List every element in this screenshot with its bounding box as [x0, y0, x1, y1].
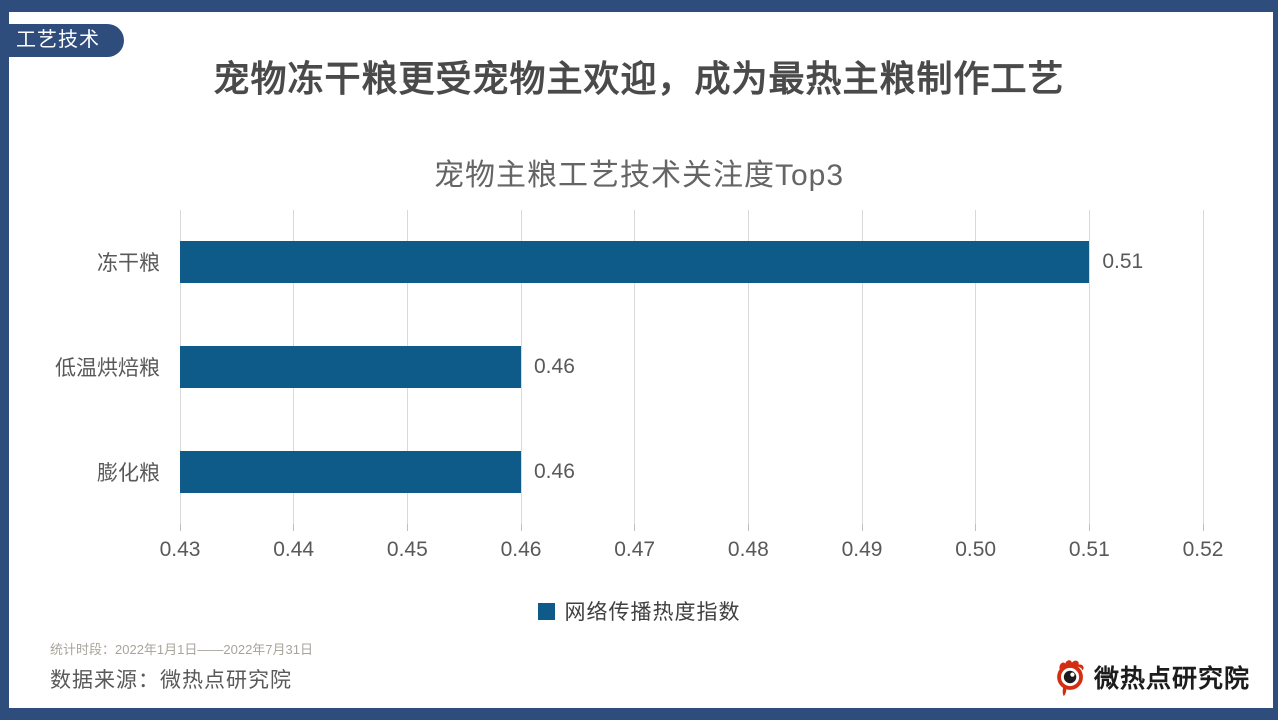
x-axis-tick: [179, 524, 181, 531]
gridline: [1202, 210, 1204, 524]
category-label: 冻干粮: [97, 252, 160, 276]
bar-膨化粮: [180, 450, 521, 493]
category-label: 膨化粮: [97, 461, 160, 485]
brand-logo-text: 微热点研究院: [1093, 665, 1250, 693]
x-axis-tick-label: 0.50: [955, 538, 997, 561]
chart-title: 宠物主粮工艺技术关注度Top3: [433, 159, 845, 192]
gridline: [1088, 210, 1090, 524]
x-axis-tick-label: 0.44: [273, 538, 315, 561]
x-axis-tick: [406, 524, 408, 531]
sina-eye-icon: [1050, 656, 1092, 698]
legend-label: 网络传播热度指数: [564, 601, 741, 624]
bar-低温烘焙粮: [180, 346, 521, 388]
stat-period-text: 统计时段：2022年1月1日——2022年7月31日: [50, 642, 313, 657]
x-axis-tick: [975, 524, 977, 531]
chart-legend: 网络传播热度指数: [0, 596, 1278, 626]
section-badge: 工艺技术: [0, 24, 124, 57]
x-axis-tick: [861, 524, 863, 531]
gridline: [634, 210, 636, 524]
x-axis-tick: [1202, 524, 1204, 531]
category-label: 低温烘焙粮: [55, 357, 160, 380]
frame-border-left: [0, 0, 9, 720]
frame-border-bottom: [0, 708, 1278, 720]
gridline: [747, 210, 749, 524]
x-axis-tick: [747, 524, 749, 531]
frame-border-top: [0, 0, 1278, 12]
gridline: [861, 210, 863, 524]
x-axis-tick: [293, 524, 295, 531]
footer-notes: 统计时段：2022年1月1日——2022年7月31日 数据来源：微热点研究院: [50, 639, 313, 694]
legend-swatch: [537, 602, 555, 620]
x-axis-tick: [634, 524, 636, 531]
x-axis-tick-label: 0.43: [159, 538, 201, 561]
bar-冻干粮: [180, 241, 1090, 284]
bar-value-label: 0.51: [1102, 250, 1144, 274]
x-axis-tick-label: 0.47: [614, 538, 656, 561]
x-axis-tick-label: 0.45: [386, 538, 428, 561]
page-title: 宠物冻干粮更受宠物主欢迎，成为最热主粮制作工艺: [213, 58, 1065, 99]
x-axis-tick: [520, 524, 522, 531]
x-axis-tick-label: 0.46: [500, 538, 542, 561]
x-axis-tick-label: 0.52: [1182, 538, 1224, 561]
x-axis-tick-label: 0.51: [1068, 538, 1110, 561]
x-axis-tick-label: 0.48: [727, 538, 769, 561]
chart-category-labels: 冻干粮低温烘焙粮膨化粮: [0, 210, 168, 524]
data-source-text: 数据来源：微热点研究院: [50, 669, 292, 692]
gridline: [975, 210, 977, 524]
bar-value-label: 0.46: [534, 355, 575, 378]
brand-logo: 微热点研究院: [1050, 656, 1250, 698]
bar-value-label: 0.46: [534, 459, 575, 483]
gridline: [520, 210, 522, 524]
x-axis-tick-label: 0.49: [841, 538, 883, 561]
x-axis-tick: [1088, 524, 1090, 531]
bar-chart-plot-area: 0.43 0.44 0.45 0.46 0.47 0.48 0.49 0.50 0.51 0.52…: [160, 210, 1223, 561]
frame-border-right: [1273, 0, 1278, 720]
